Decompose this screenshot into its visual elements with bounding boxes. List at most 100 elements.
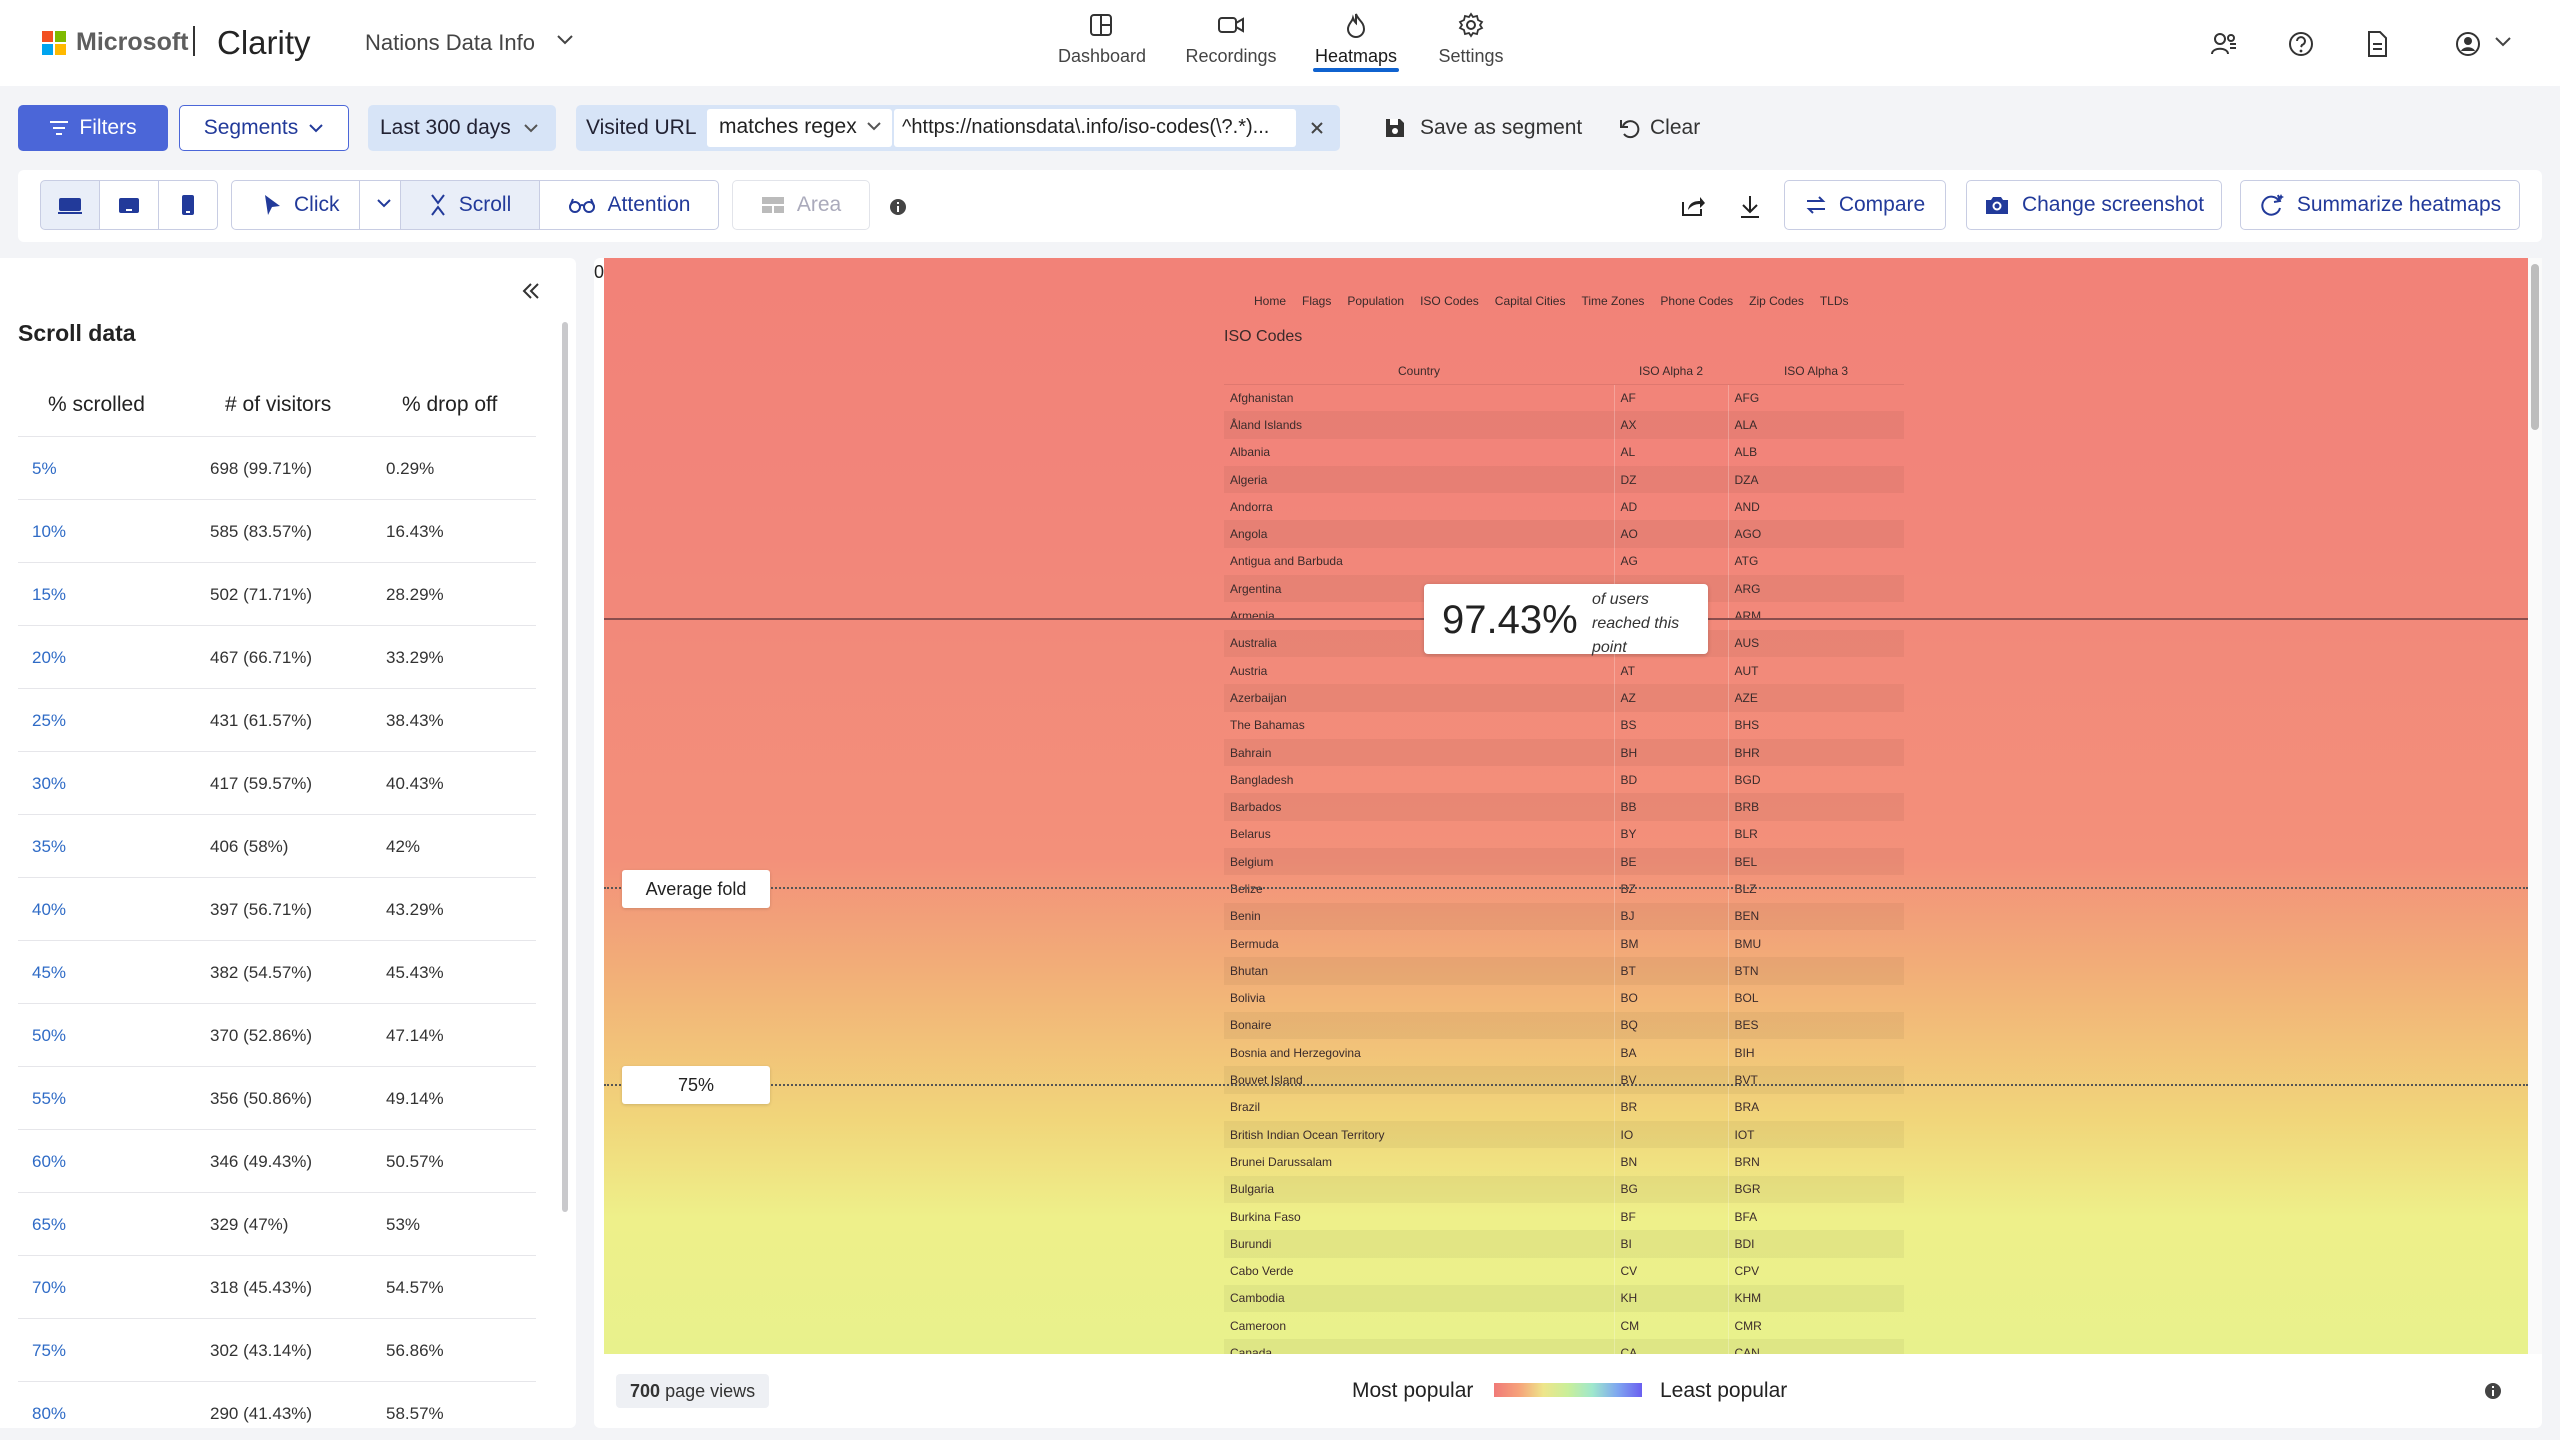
info-icon[interactable] bbox=[889, 198, 907, 216]
summarize-heatmaps-button[interactable]: Summarize heatmaps bbox=[2240, 180, 2520, 230]
chevron-down-icon[interactable] bbox=[2494, 36, 2512, 48]
row-dropoff: 45.43% bbox=[386, 963, 444, 982]
document-icon[interactable] bbox=[2364, 30, 2390, 58]
save-as-segment-button[interactable]: Save as segment bbox=[1384, 116, 1582, 140]
cell-alpha3: BVT bbox=[1727, 1066, 1904, 1094]
download-icon[interactable] bbox=[1738, 194, 1762, 220]
cell-country: Afghanistan bbox=[1230, 390, 1294, 405]
summarize-label: Summarize heatmaps bbox=[2296, 193, 2502, 216]
cell-country: Benin bbox=[1224, 902, 1614, 930]
scroll-heatmap[interactable]: Home Flags Population ISO Codes Capital Citi… bbox=[604, 258, 2528, 1354]
visited-url-filter-chip: Visited URL matches regex ^https://natio… bbox=[576, 105, 1340, 151]
url-regex-input[interactable]: ^https://nationsdata\.info/iso-codes(\?.… bbox=[894, 109, 1296, 147]
row-percent-scrolled[interactable]: 10% bbox=[32, 522, 67, 541]
panel-scrollbar[interactable] bbox=[562, 322, 568, 1212]
cell-country: Bolivia bbox=[1230, 991, 1266, 1006]
page-views-badge: 700 page views bbox=[616, 1374, 770, 1408]
table-row: 5% 698 (99.71%) 0.29% bbox=[18, 436, 536, 499]
table-row: 50% 370 (52.86%) 47.14% bbox=[18, 1003, 536, 1066]
row-percent-scrolled[interactable]: 45% bbox=[32, 963, 67, 982]
tablet-device-button[interactable] bbox=[99, 180, 159, 230]
cell-alpha2: KH bbox=[1613, 1284, 1728, 1313]
row-percent-scrolled[interactable]: 70% bbox=[32, 1278, 67, 1297]
row-percent-scrolled[interactable]: 50% bbox=[32, 1026, 67, 1045]
row-percent-scrolled[interactable]: 15% bbox=[32, 585, 67, 604]
row-dropoff: 40.43% bbox=[386, 774, 444, 793]
product-name[interactable]: Clarity bbox=[217, 24, 311, 61]
row-percent-scrolled[interactable]: 35% bbox=[32, 837, 67, 856]
cell-country: Bhutan bbox=[1224, 957, 1614, 985]
chevron-down-icon[interactable] bbox=[376, 198, 392, 208]
chevron-down-icon bbox=[867, 122, 881, 131]
cell-alpha2: AF bbox=[1613, 384, 1728, 412]
table-row: 80% 290 (41.43%) 58.57% bbox=[18, 1381, 536, 1428]
table-row: Albania AL ALB bbox=[1224, 438, 1904, 466]
area-mode-button[interactable]: Area bbox=[732, 180, 870, 230]
row-percent-scrolled[interactable]: 30% bbox=[32, 774, 67, 793]
tab-heatmaps[interactable]: Heatmaps bbox=[1313, 12, 1399, 74]
cell-alpha2: BH bbox=[1613, 738, 1728, 767]
compare-button[interactable]: Compare bbox=[1784, 180, 1946, 230]
reach-percentage-tooltip: 97.43% of users reached this point bbox=[1424, 584, 1708, 656]
info-icon[interactable] bbox=[2484, 1382, 2502, 1400]
tab-recordings[interactable]: Recordings bbox=[1184, 12, 1278, 74]
dashboard-icon bbox=[1090, 14, 1112, 36]
row-percent-scrolled[interactable]: 65% bbox=[32, 1215, 67, 1234]
click-mode-button[interactable]: Click bbox=[231, 180, 401, 230]
popularity-gradient-bar bbox=[1494, 1383, 1642, 1397]
tab-settings[interactable]: Settings bbox=[1436, 12, 1506, 74]
row-percent-scrolled[interactable]: 55% bbox=[32, 1089, 67, 1108]
cell-alpha2: BY bbox=[1613, 820, 1728, 849]
cell-alpha3: BRB bbox=[1727, 793, 1904, 821]
table-row: Bangladesh BD BGD bbox=[1224, 766, 1904, 794]
date-range-dropdown[interactable]: Last 300 days bbox=[368, 105, 556, 151]
scrollbar-thumb[interactable] bbox=[2531, 264, 2539, 430]
table-row: Andorra AD AND bbox=[1224, 493, 1904, 521]
cell-alpha3: DZA bbox=[1727, 465, 1904, 494]
row-percent-scrolled[interactable]: 60% bbox=[32, 1152, 67, 1171]
row-dropoff: 49.14% bbox=[386, 1089, 444, 1108]
table-row: 10% 585 (83.57%) 16.43% bbox=[18, 499, 536, 562]
collapse-panel-icon[interactable] bbox=[520, 280, 542, 302]
row-percent-scrolled[interactable]: 40% bbox=[32, 900, 67, 919]
cell-alpha3: IOT bbox=[1727, 1121, 1904, 1149]
clear-filters-button[interactable]: Clear bbox=[1618, 116, 1700, 140]
help-icon[interactable] bbox=[2287, 30, 2315, 58]
tab-dashboard[interactable]: Dashboard bbox=[1058, 12, 1146, 74]
row-percent-scrolled[interactable]: 5% bbox=[32, 459, 57, 478]
row-percent-scrolled[interactable]: 20% bbox=[32, 648, 67, 667]
row-percent-scrolled[interactable]: 25% bbox=[32, 711, 67, 730]
scroll-mode-button[interactable]: Scroll bbox=[400, 180, 540, 230]
row-visitors: 698 (99.71%) bbox=[210, 459, 313, 478]
cell-alpha3: BFA bbox=[1727, 1202, 1904, 1231]
url-operator-value: matches regex bbox=[719, 115, 857, 138]
site-nav-link: Time Zones bbox=[1581, 294, 1645, 308]
filters-button[interactable]: Filters bbox=[18, 105, 168, 151]
share-icon[interactable] bbox=[1680, 194, 1706, 218]
table-row: Bolivia BO BOL bbox=[1224, 984, 1904, 1012]
mobile-device-button[interactable] bbox=[158, 180, 218, 230]
change-screenshot-button[interactable]: Change screenshot bbox=[1966, 180, 2222, 230]
close-icon[interactable] bbox=[1306, 117, 1328, 139]
table-header-alpha3: ISO Alpha 3 bbox=[1728, 358, 1904, 385]
people-settings-icon[interactable] bbox=[2210, 30, 2238, 58]
url-operator-select[interactable]: matches regex bbox=[707, 109, 892, 147]
table-row: Benin BJ BEN bbox=[1224, 902, 1904, 930]
video-camera-icon bbox=[1218, 17, 1244, 33]
heatmap-scrollbar[interactable] bbox=[2528, 258, 2542, 1354]
cell-country: Angola bbox=[1224, 520, 1614, 548]
brand-divider bbox=[193, 26, 195, 56]
chevron-down-icon[interactable] bbox=[556, 32, 574, 46]
row-percent-scrolled[interactable]: 80% bbox=[32, 1404, 67, 1423]
tab-label: Recordings bbox=[1185, 46, 1277, 66]
project-name[interactable]: Nations Data Info bbox=[365, 30, 535, 55]
cell-alpha2: BR bbox=[1613, 1093, 1728, 1122]
segments-dropdown[interactable]: Segments bbox=[179, 105, 349, 151]
account-icon[interactable] bbox=[2454, 30, 2482, 58]
row-dropoff: 42% bbox=[386, 837, 421, 856]
cell-country: Brunei Darussalam bbox=[1230, 1154, 1333, 1169]
attention-mode-button[interactable]: Attention bbox=[539, 180, 719, 230]
row-percent-scrolled[interactable]: 75% bbox=[32, 1341, 67, 1360]
desktop-device-button[interactable] bbox=[40, 180, 100, 230]
row-visitors: 356 (50.86%) bbox=[210, 1089, 313, 1108]
